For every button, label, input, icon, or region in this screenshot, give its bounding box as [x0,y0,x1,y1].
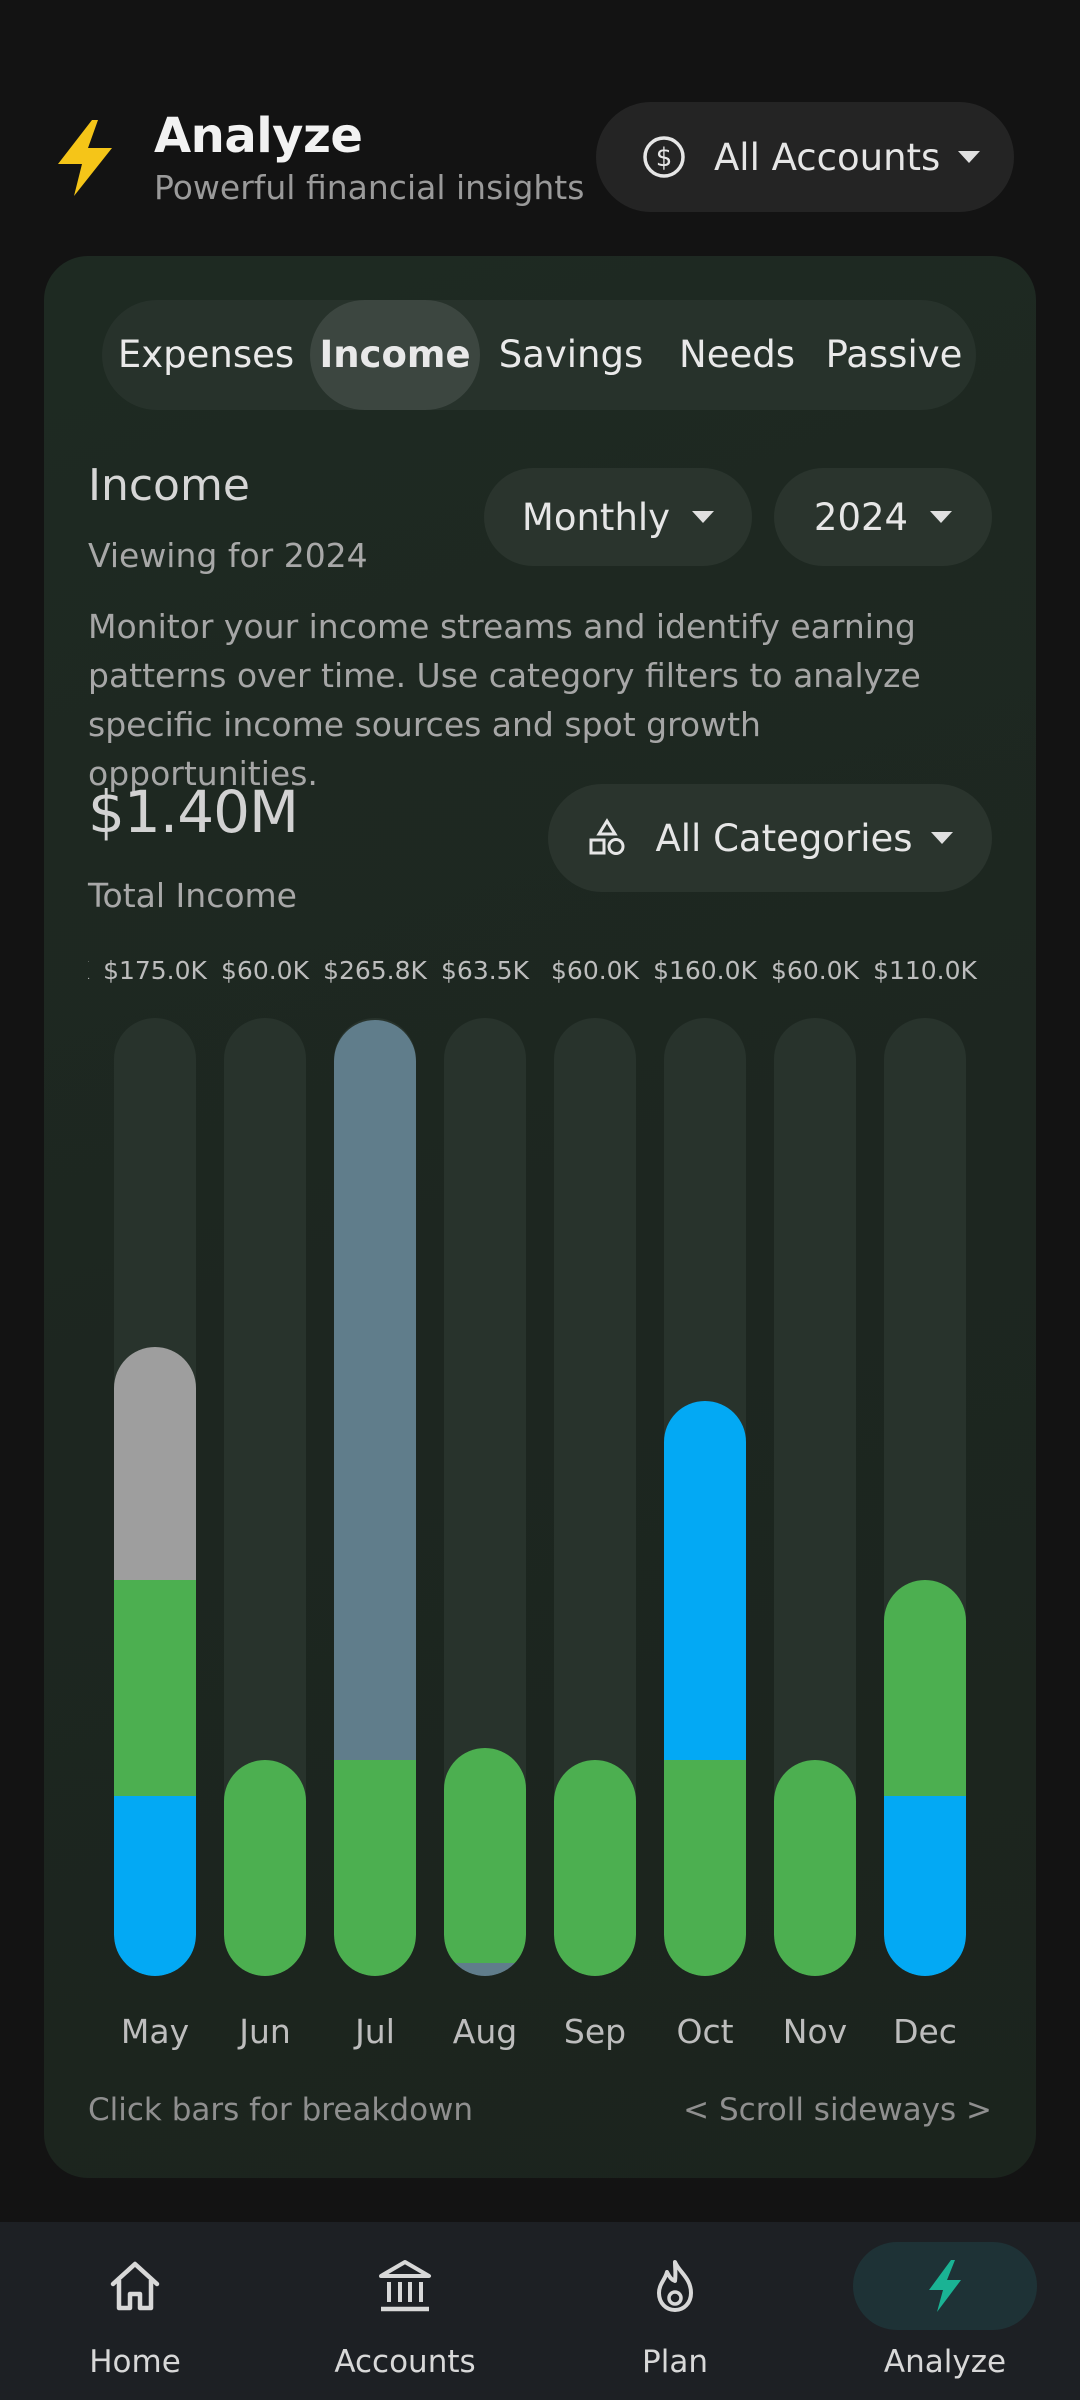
bottom-navigation: Home Accounts Plan Analyze [0,2222,1080,2400]
breakdown-hint: Click bars for breakdown [88,2092,474,2128]
nav-label-home: Home [89,2344,181,2380]
bar-fill-aug [444,1748,526,1976]
bar-segment-nov-0 [774,1760,856,1976]
flame-icon [657,2260,693,2312]
bar-fill-may [114,1347,196,1976]
bar-segment-dec-1 [884,1580,966,1796]
bar-value-label-may: $175.0K [103,956,207,985]
bar-jul[interactable] [334,1018,416,1976]
bar-segment-oct-1 [664,1401,746,1760]
bar-segment-dec-0 [884,1796,966,1976]
income-bar-chart[interactable] [88,1018,992,1978]
bar-value-label-oct: $160.0K [653,956,757,985]
tab-expenses[interactable]: Expenses [117,333,295,376]
nav-item-accounts[interactable]: Accounts [270,2222,540,2400]
nav-item-analyze[interactable]: Analyze [810,2222,1080,2400]
section-description: Monitor your income streams and identify… [88,607,921,793]
bar-segment-may-2 [114,1347,196,1580]
bar-fill-dec [884,1580,966,1976]
bar-sep[interactable] [554,1018,636,1976]
bar-value-label-dec: $110.0K [873,956,977,985]
bar-segment-oct-0 [664,1760,746,1976]
svg-text:$: $ [656,143,673,173]
section-title: Income [88,460,250,511]
category-tabs: Expenses Income Savings Needs Passive [102,300,976,410]
month-label-aug: Aug [452,2012,518,2051]
bar-fill-nov [774,1760,856,1976]
bar-fill-oct [664,1401,746,1976]
year-dropdown-label: 2024 [813,495,909,539]
bar-segment-aug-1 [444,1748,526,1963]
nav-item-home[interactable]: Home [0,2222,270,2400]
bar-aug[interactable] [444,1018,526,1976]
bar-value-label-sep: $60.0K [551,956,639,985]
accounts-dropdown-label: All Accounts [714,135,941,179]
bar-value-label-nov: $60.0K [771,956,859,985]
tab-savings[interactable]: Savings [498,333,644,376]
bar-segment-may-0 [114,1796,196,1976]
section-subtitle: Viewing for 2024 [88,536,368,575]
accounts-dropdown[interactable]: $ All Accounts [596,102,1014,212]
period-dropdown-label: Monthly [521,495,671,539]
home-icon [110,2261,160,2311]
nav-label-analyze: Analyze [883,2344,1007,2380]
bar-fill-jul [334,1020,416,1976]
page-title: Analyze [154,108,363,164]
bar-value-label-apr: $60.0K [88,956,100,985]
bar-oct[interactable] [664,1018,746,1976]
nav-label-plan: Plan [642,2344,708,2380]
total-income-label: Total Income [88,876,297,915]
period-dropdown[interactable]: Monthly [484,468,752,566]
bar-value-label-jul: $265.8K [323,956,427,985]
app-header: Analyze Powerful financial insights $ Al… [0,0,1080,240]
chevron-down-icon [930,832,953,844]
tab-passive[interactable]: Passive [825,333,963,376]
analysis-card: Expenses Income Savings Needs Passive In… [44,256,1036,2178]
year-dropdown[interactable]: 2024 [774,468,992,566]
nav-label-accounts: Accounts [334,2344,476,2380]
bar-segment-jul-0 [334,1760,416,1976]
bar-segment-sep-0 [554,1760,636,1976]
month-label-jul: Jul [355,2012,395,2051]
month-labels: Apr May Jun Jul Aug Sep Oct Nov Dec [88,2012,992,2056]
bar-fill-sep [554,1760,636,1976]
scroll-hint: < Scroll sideways > [683,2092,992,2128]
tab-needs[interactable]: Needs [679,333,795,376]
shapes-icon [589,818,625,855]
bank-icon [379,2260,431,2312]
nav-item-plan[interactable]: Plan [540,2222,810,2400]
bar-value-label-jun: $60.0K [221,956,309,985]
lightning-bolt-icon [929,2260,961,2312]
bar-dec[interactable] [884,1018,966,1976]
bar-segment-jul-1 [334,1020,416,1760]
month-label-dec: Dec [893,2012,957,2051]
month-label-oct: Oct [676,2012,734,2051]
bar-value-labels: $60.0K$175.0K$60.0K$265.8K$63.5K$60.0K$1… [88,956,992,996]
category-filter-dropdown[interactable]: All Categories [548,784,992,892]
page-subtitle: Powerful financial insights [154,168,585,207]
month-label-sep: Sep [563,2012,627,2051]
tab-income[interactable]: Income [310,300,480,410]
bar-fill-jun [224,1760,306,1976]
bar-may[interactable] [114,1018,196,1976]
lightning-bolt-icon [58,120,112,196]
bar-segment-jun-0 [224,1760,306,1976]
bar-nov[interactable] [774,1018,856,1976]
total-income-value: $1.40M [88,778,299,846]
chevron-down-icon [930,511,953,523]
bar-value-label-aug: $63.5K [441,956,529,985]
bar-jun[interactable] [224,1018,306,1976]
month-label-jun: Jun [239,2012,291,2051]
dollar-circle-icon: $ [643,136,685,178]
month-label-apr: Apr [88,2012,100,2051]
month-label-nov: Nov [782,2012,848,2051]
chevron-down-icon [692,511,715,523]
bar-segment-may-1 [114,1580,196,1796]
month-label-may: May [120,2012,190,2051]
category-filter-label: All Categories [655,816,913,860]
bar-segment-aug-0 [444,1963,526,1976]
chevron-down-icon [958,151,981,163]
